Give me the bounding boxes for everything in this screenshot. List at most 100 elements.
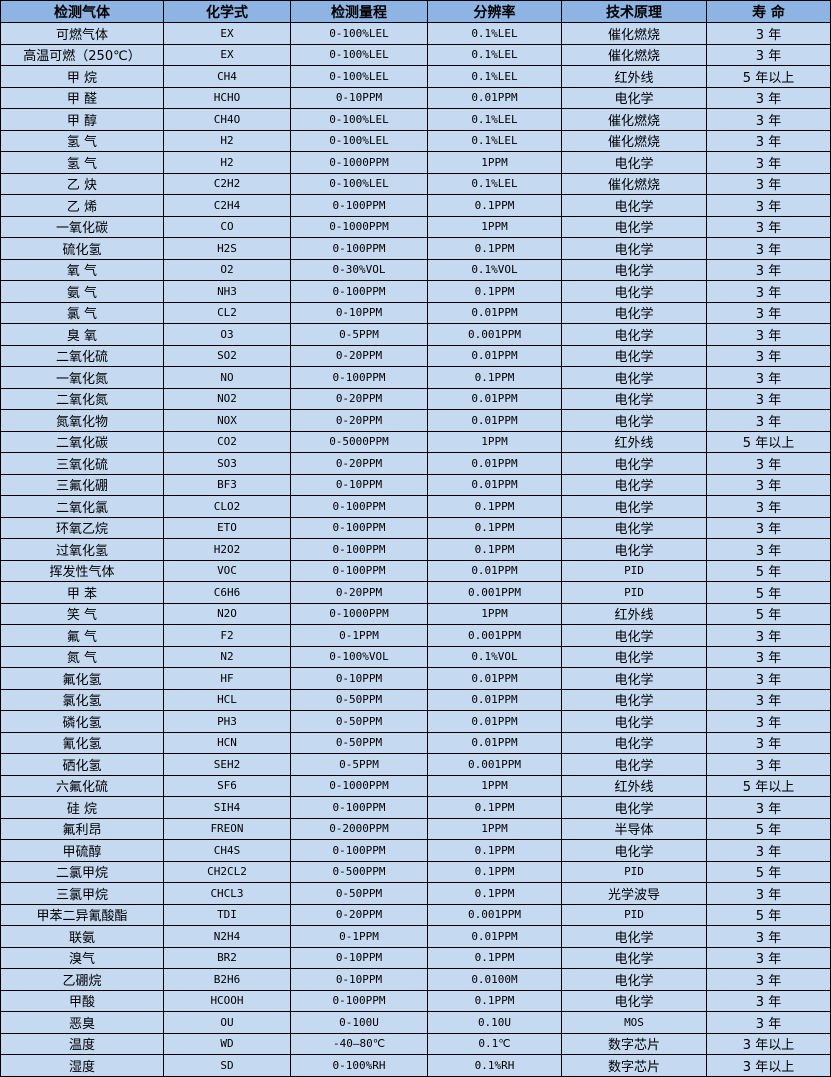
cell-technology-principle: 电化学 <box>561 280 707 303</box>
cell-chemical-formula: NH3 <box>163 280 291 303</box>
cell-technology-principle: 电化学 <box>561 946 707 969</box>
cell-gas-name: 乙 炔 <box>0 172 164 195</box>
cell-technology-principle: 数字芯片 <box>561 1032 707 1055</box>
cell-detection-range: 0-100%LEL <box>290 22 428 45</box>
cell-detection-range: 0-10PPM <box>290 968 428 991</box>
cell-detection-range: 0-1PPM <box>290 624 428 647</box>
table-row: 氟化氢 HF 0-10PPM 0.01PPM 电化学 3 年 <box>0 667 831 690</box>
cell-detection-range: 0-10PPM <box>290 301 428 324</box>
cell-technology-principle: 电化学 <box>561 925 707 948</box>
table-row: 二氧化硫 SO2 0-20PPM 0.01PPM 电化学 3 年 <box>0 344 831 367</box>
cell-chemical-formula: C6H6 <box>163 581 291 604</box>
cell-gas-name: 高温可燃（250℃） <box>0 43 164 66</box>
cell-technology-principle: PID <box>561 903 707 926</box>
cell-chemical-formula: H2O2 <box>163 538 291 561</box>
cell-technology-principle: 催化燃烧 <box>561 108 707 131</box>
cell-detection-range: 0-500PPM <box>290 860 428 883</box>
cell-technology-principle: 电化学 <box>561 968 707 991</box>
cell-lifespan: 3 年 <box>706 989 831 1012</box>
cell-chemical-formula: N2H4 <box>163 925 291 948</box>
cell-chemical-formula: CLO2 <box>163 495 291 518</box>
cell-chemical-formula: WD <box>163 1032 291 1055</box>
cell-lifespan: 3 年 <box>706 344 831 367</box>
cell-resolution: 0.01PPM <box>427 344 562 367</box>
cell-lifespan: 5 年 <box>706 602 831 625</box>
cell-technology-principle: 电化学 <box>561 753 707 776</box>
cell-lifespan: 5 年以上 <box>706 65 831 88</box>
cell-technology-principle: 电化学 <box>561 731 707 754</box>
cell-gas-name: 可燃气体 <box>0 22 164 45</box>
cell-technology-principle: 电化学 <box>561 194 707 217</box>
cell-gas-name: 氟利昂 <box>0 817 164 840</box>
cell-lifespan: 3 年 <box>706 387 831 410</box>
cell-detection-range: 0-1PPM <box>290 925 428 948</box>
cell-detection-range: 0-2000PPM <box>290 817 428 840</box>
cell-gas-name: 硫化氢 <box>0 237 164 260</box>
cell-chemical-formula: N2 <box>163 645 291 668</box>
cell-detection-range: 0-20PPM <box>290 903 428 926</box>
cell-technology-principle: 电化学 <box>561 688 707 711</box>
cell-resolution: 0.01PPM <box>427 452 562 475</box>
cell-gas-name: 氟化氢 <box>0 667 164 690</box>
cell-technology-principle: MOS <box>561 1011 707 1034</box>
table-row: 一氧化氮 NO 0-100PPM 0.1PPM 电化学 3 年 <box>0 366 831 389</box>
cell-gas-name: 三氯甲烷 <box>0 882 164 905</box>
cell-chemical-formula: HCL <box>163 688 291 711</box>
cell-gas-name: 恶臭 <box>0 1011 164 1034</box>
cell-resolution: 0.01PPM <box>427 731 562 754</box>
cell-detection-range: 0-30%VOL <box>290 258 428 281</box>
cell-resolution: 0.001PPM <box>427 624 562 647</box>
cell-lifespan: 3 年 <box>706 1011 831 1034</box>
table-row: 氮 气 N2 0-100%VOL 0.1%VOL 电化学 3 年 <box>0 645 831 668</box>
cell-gas-name: 温度 <box>0 1032 164 1055</box>
cell-gas-name: 挥发性气体 <box>0 559 164 582</box>
cell-resolution: 0.1PPM <box>427 280 562 303</box>
cell-detection-range: 0-100%LEL <box>290 43 428 66</box>
cell-resolution: 0.1%LEL <box>427 172 562 195</box>
cell-chemical-formula: CH4 <box>163 65 291 88</box>
cell-detection-range: 0-100PPM <box>290 366 428 389</box>
table-row: 氟利昂 FREON 0-2000PPM 1PPM 半导体 5 年 <box>0 817 831 840</box>
cell-detection-range: 0-20PPM <box>290 387 428 410</box>
table-row: 甲苯二异氰酸酯 TDI 0-20PPM 0.001PPM PID 5 年 <box>0 903 831 926</box>
cell-detection-range: 0-100%LEL <box>290 129 428 152</box>
cell-resolution: 0.01PPM <box>427 559 562 582</box>
cell-chemical-formula: CH2CL2 <box>163 860 291 883</box>
cell-chemical-formula: O2 <box>163 258 291 281</box>
header-detection-range: 检测量程 <box>290 0 428 23</box>
cell-technology-principle: 红外线 <box>561 602 707 625</box>
cell-detection-range: 0-100%LEL <box>290 65 428 88</box>
cell-chemical-formula: O3 <box>163 323 291 346</box>
cell-resolution: 1PPM <box>427 430 562 453</box>
table-row: 硫化氢 H2S 0-100PPM 0.1PPM 电化学 3 年 <box>0 237 831 260</box>
table-row: 氯 气 CL2 0-10PPM 0.01PPM 电化学 3 年 <box>0 301 831 324</box>
cell-resolution: 1PPM <box>427 817 562 840</box>
cell-lifespan: 3 年 <box>706 645 831 668</box>
cell-lifespan: 3 年 <box>706 409 831 432</box>
cell-lifespan: 3 年 <box>706 882 831 905</box>
cell-chemical-formula: NO <box>163 366 291 389</box>
table-row: 高温可燃（250℃） EX 0-100%LEL 0.1%LEL 催化燃烧 3 年 <box>0 43 831 66</box>
cell-technology-principle: 电化学 <box>561 710 707 733</box>
cell-resolution: 0.0100M <box>427 968 562 991</box>
cell-resolution: 1PPM <box>427 774 562 797</box>
cell-technology-principle: 电化学 <box>561 796 707 819</box>
cell-technology-principle: PID <box>561 581 707 604</box>
cell-resolution: 0.1PPM <box>427 796 562 819</box>
cell-chemical-formula: EX <box>163 43 291 66</box>
cell-gas-name: 氰化氢 <box>0 731 164 754</box>
cell-technology-principle: 电化学 <box>561 86 707 109</box>
cell-detection-range: 0-100PPM <box>290 796 428 819</box>
table-row: 联氨 N2H4 0-1PPM 0.01PPM 电化学 3 年 <box>0 925 831 948</box>
cell-technology-principle: 电化学 <box>561 667 707 690</box>
cell-chemical-formula: SEH2 <box>163 753 291 776</box>
cell-gas-name: 氯化氢 <box>0 688 164 711</box>
table-row: 氮氧化物 NOX 0-20PPM 0.01PPM 电化学 3 年 <box>0 409 831 432</box>
cell-lifespan: 3 年以上 <box>706 1054 831 1077</box>
cell-chemical-formula: CO <box>163 215 291 238</box>
table-row: 挥发性气体 VOC 0-100PPM 0.01PPM PID 5 年 <box>0 559 831 582</box>
cell-resolution: 0.01PPM <box>427 925 562 948</box>
cell-lifespan: 3 年 <box>706 323 831 346</box>
cell-technology-principle: PID <box>561 860 707 883</box>
